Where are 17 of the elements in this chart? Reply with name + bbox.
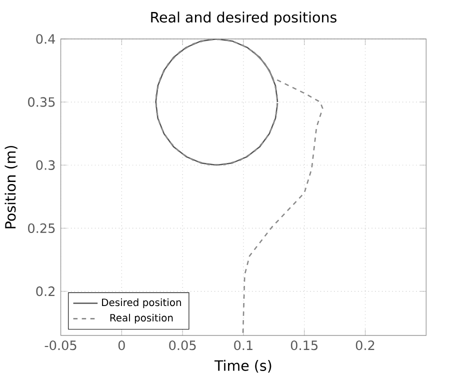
y-tick-label: 0.4 xyxy=(36,34,56,44)
x-tick-label: 0.05 xyxy=(169,340,196,350)
x-tick-label: -0.05 xyxy=(44,340,76,350)
line-series xyxy=(155,38,278,166)
x-tick-label: 0.1 xyxy=(234,340,252,350)
x-tick-label: 0 xyxy=(118,340,125,350)
legend-label: Desired position xyxy=(102,298,181,308)
y-tick-label: 0.25 xyxy=(28,223,55,234)
y-tick-label: 0.3 xyxy=(36,160,55,170)
x-axis-title: Time (s) xyxy=(214,360,272,373)
y-axis-title: Position (m) xyxy=(4,146,18,228)
x-tick-label: 0.2 xyxy=(356,340,374,350)
legend-label: Real position xyxy=(110,314,173,324)
y-tick-label: 0.2 xyxy=(36,286,54,296)
y-tick-label: 0.35 xyxy=(28,97,55,107)
chart-title: Real and desired positions xyxy=(151,12,336,26)
x-tick-label: 0.15 xyxy=(290,340,318,350)
